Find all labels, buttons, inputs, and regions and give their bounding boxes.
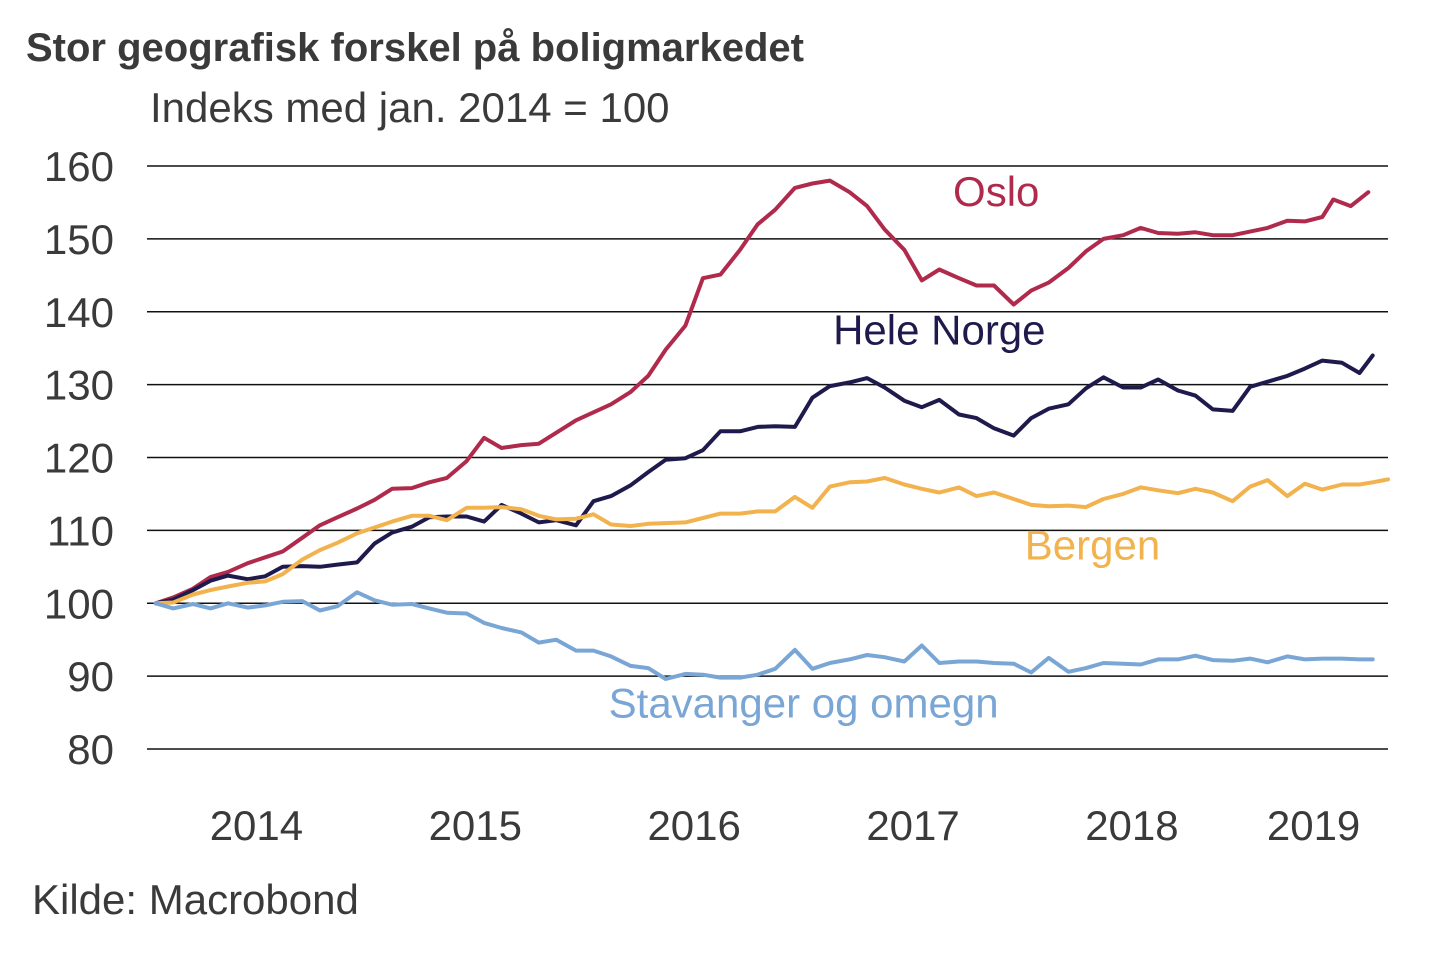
y-tick-label-120: 120 — [44, 435, 114, 482]
x-tick-label-2019: 2019 — [1267, 802, 1360, 849]
series-line-oslo — [153, 178, 1371, 606]
x-tick-label-2018: 2018 — [1085, 802, 1178, 849]
series-label-hele-norge: Hele Norge — [833, 307, 1045, 354]
chart-subtitle: Indeks med jan. 2014 = 100 — [150, 84, 670, 131]
y-tick-label-80: 80 — [67, 726, 114, 773]
series-line-hele-norge — [153, 353, 1375, 606]
series-label-bergen: Bergen — [1025, 522, 1160, 569]
series-line-stavanger-og-omegn — [153, 590, 1375, 681]
series-label-oslo: Oslo — [953, 168, 1039, 215]
y-tick-label-90: 90 — [67, 653, 114, 700]
x-tick-label-2017: 2017 — [866, 802, 959, 849]
y-tick-label-130: 130 — [44, 362, 114, 409]
source-note: Kilde: Macrobond — [32, 876, 359, 923]
chart-title: Stor geografisk forskel på boligmarkedet — [26, 26, 804, 70]
y-tick-label-140: 140 — [44, 289, 114, 336]
y-tick-label-100: 100 — [44, 580, 114, 627]
x-tick-label-2015: 2015 — [429, 802, 522, 849]
series-line-bergen — [153, 475, 1390, 606]
y-tick-label-150: 150 — [44, 216, 114, 263]
y-tick-label-160: 160 — [44, 143, 114, 190]
x-tick-label-2016: 2016 — [647, 802, 740, 849]
series-label-stavanger-og-omegn: Stavanger og omegn — [609, 680, 999, 727]
x-tick-label-2014: 2014 — [210, 802, 303, 849]
y-tick-label-110: 110 — [47, 507, 114, 554]
